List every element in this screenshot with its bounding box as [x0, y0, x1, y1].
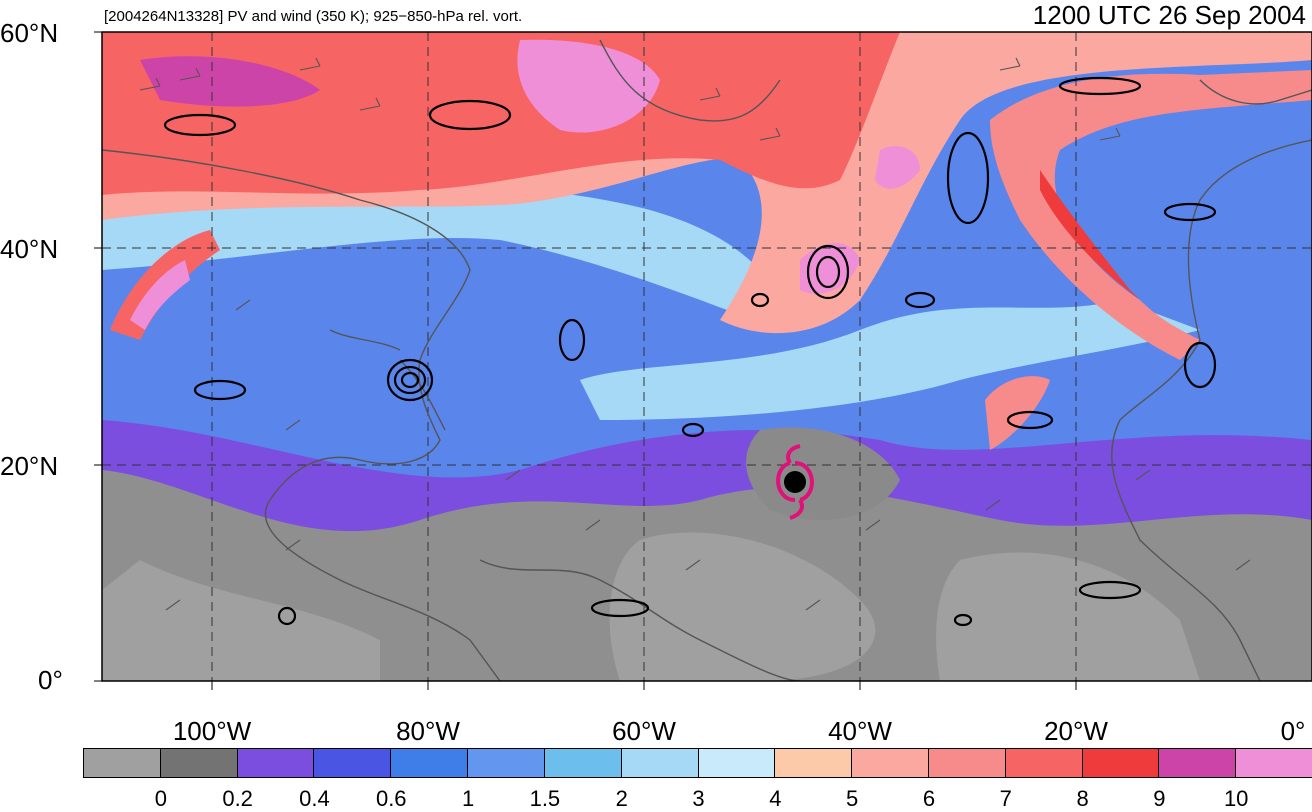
colorbar-swatch — [620, 748, 699, 778]
lon-label: 20°W — [1044, 716, 1108, 746]
colorbar-swatch — [851, 748, 929, 778]
lon-label: 60°W — [612, 716, 676, 746]
colorbar-swatch — [1004, 748, 1083, 778]
lon-label: 40°W — [828, 716, 892, 746]
map-frame — [101, 31, 1312, 682]
colorbar-swatch — [697, 748, 776, 778]
axis-ticks — [94, 31, 1077, 690]
colorbar-label: 0.2 — [222, 786, 253, 811]
colorbar-label: 4 — [769, 786, 782, 811]
colorbar-swatch — [83, 748, 161, 778]
lat-label: 0° — [38, 665, 63, 695]
lat-label: 40°N — [0, 234, 59, 264]
colorbar-swatch — [313, 748, 392, 778]
colorbar-swatch — [159, 748, 238, 778]
colorbar-label: 2 — [615, 786, 628, 811]
colorbar — [83, 748, 1312, 778]
colorbar-label: 10 — [1223, 786, 1249, 811]
lat-label: 20°N — [0, 451, 59, 481]
lon-label: 80°W — [396, 716, 460, 746]
colorbar-swatch — [1081, 748, 1160, 778]
colorbar-label: 0 — [154, 786, 167, 811]
colorbar-label: 1.5 — [529, 786, 561, 811]
coastlines — [102, 39, 1312, 681]
colorbar-swatch — [1235, 748, 1312, 778]
lon-label: 100°W — [172, 716, 252, 746]
graticule — [102, 32, 1312, 681]
pv-wind-map — [94, 31, 1312, 690]
colorbar-swatch — [236, 748, 315, 778]
wind-barbs — [139, 57, 1251, 611]
colorbar-swatch — [1158, 748, 1237, 778]
storm-marker-icon — [776, 444, 814, 520]
colorbar-swatch — [467, 748, 545, 778]
colorbar-swatch — [774, 748, 853, 778]
vorticity-contours — [163, 76, 1217, 627]
colorbar-label: 9 — [1153, 786, 1166, 811]
valid-time-title: 1200 UTC 26 Sep 2004 — [1032, 0, 1306, 30]
colorbar-label: 5 — [846, 786, 859, 811]
lon-label: 0° — [1280, 716, 1306, 746]
map-subtitle: [2004264N13328] PV and wind (350 K); 925… — [104, 8, 523, 25]
colorbar-label: 0.4 — [299, 786, 330, 811]
colorbar-label: 8 — [1076, 786, 1089, 811]
colorbar-label: 1 — [461, 786, 475, 811]
colorbar-swatch — [543, 748, 622, 778]
colorbar-label: 0.6 — [375, 786, 407, 811]
colorbar-label: 3 — [692, 786, 705, 811]
colorbar-swatch — [390, 748, 469, 778]
pv-field — [102, 32, 1312, 681]
lat-label: 60°N — [0, 18, 59, 48]
colorbar-swatch — [927, 748, 1006, 778]
colorbar-label: 6 — [922, 786, 936, 811]
colorbar-label: 7 — [999, 786, 1012, 811]
